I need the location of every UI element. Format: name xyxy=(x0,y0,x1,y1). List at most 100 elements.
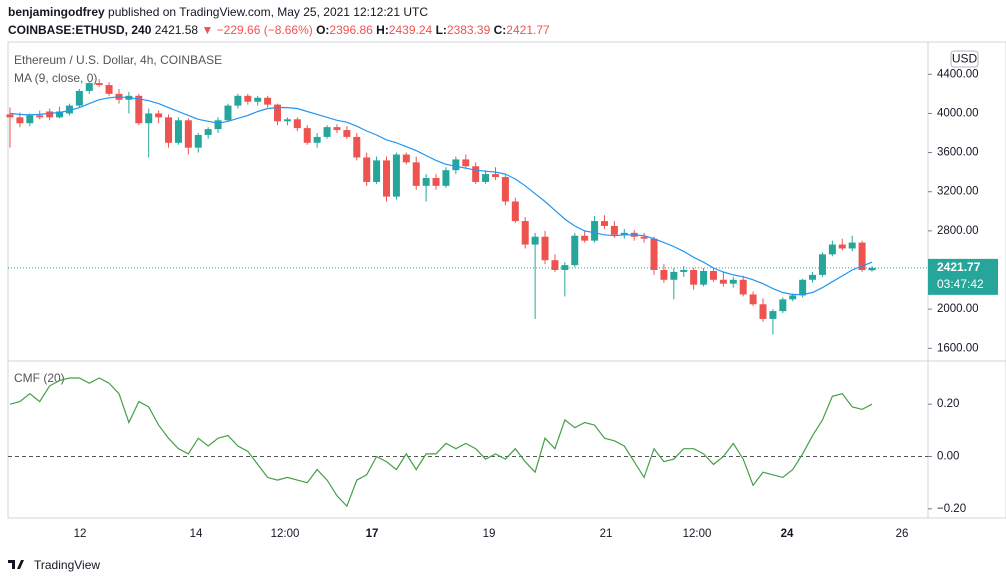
candle-body xyxy=(36,115,44,118)
y-tick-label: 2000.00 xyxy=(937,303,979,315)
candle-body xyxy=(680,269,688,272)
x-tick-label: 14 xyxy=(190,528,203,540)
quote-line: COINBASE:ETHUSD, 240 2421.58 ▼ −229.66 (… xyxy=(8,23,550,37)
candle-body xyxy=(343,130,351,137)
logo-text: TradingView xyxy=(34,558,100,572)
currency-box[interactable] xyxy=(950,50,979,68)
candle-body xyxy=(571,235,579,266)
candle-body xyxy=(779,299,787,312)
candle-body xyxy=(353,136,361,158)
candle-body xyxy=(442,170,450,186)
candle-body xyxy=(135,95,143,124)
candle-body xyxy=(46,111,54,118)
candle-body xyxy=(452,159,460,171)
series-line xyxy=(9,377,873,508)
candle-body xyxy=(412,162,420,186)
candle-body xyxy=(392,154,400,197)
candle-body xyxy=(65,105,73,114)
candle-body xyxy=(95,83,103,86)
currency: USD xyxy=(952,52,978,66)
author[interactable]: benjamingodfrey xyxy=(8,5,105,19)
candle-body xyxy=(75,90,83,106)
candle-body xyxy=(749,294,757,305)
y-tick-label: 0.00 xyxy=(937,451,959,463)
candle-body xyxy=(660,269,668,280)
x-tick-label: 19 xyxy=(483,528,496,540)
x-tick-label: 12:00 xyxy=(271,528,300,540)
candle-body xyxy=(16,117,24,124)
x-tick-label: 24 xyxy=(781,528,794,540)
candle-body xyxy=(432,178,440,186)
x-tick-label: 12:00 xyxy=(683,528,712,540)
logo[interactable]: TradingView xyxy=(8,558,100,572)
candle-body xyxy=(482,174,490,182)
candle-body xyxy=(531,236,539,245)
ohlc-label: C: xyxy=(494,23,507,37)
candle-body xyxy=(501,177,509,202)
candle-body xyxy=(363,157,371,182)
x-tick-label: 17 xyxy=(366,528,379,540)
candle-body xyxy=(729,279,737,284)
legend-entry: MA (9, close, 0) xyxy=(14,71,97,85)
candle-body xyxy=(521,221,529,245)
candle-body xyxy=(620,232,628,235)
candle-body xyxy=(462,159,470,167)
candle-body xyxy=(591,221,599,241)
candle-body xyxy=(145,113,153,124)
candle-body xyxy=(224,105,232,121)
candle-body xyxy=(283,119,291,122)
candle-body xyxy=(402,154,410,163)
candle-body xyxy=(858,242,866,270)
candle-body xyxy=(818,254,826,275)
candle-body xyxy=(600,221,608,226)
candle-body xyxy=(719,279,727,284)
ohlc-value: 2396.86 xyxy=(329,23,373,37)
y-tick-label: 4400.00 xyxy=(937,68,979,80)
last: 2421.58 xyxy=(155,23,199,37)
candle-body xyxy=(472,166,480,182)
candle-body xyxy=(690,269,698,285)
x-tick-label: 21 xyxy=(600,528,613,540)
candle-body xyxy=(491,174,499,178)
candle-body xyxy=(313,136,321,143)
ohlc-value: 2421.77 xyxy=(506,23,550,37)
candle-body xyxy=(769,311,777,319)
candle-body xyxy=(868,267,876,271)
candle-body xyxy=(838,244,846,249)
logo-icon xyxy=(8,560,24,569)
candle-body xyxy=(85,83,93,91)
candle-body xyxy=(264,97,272,105)
candle-body xyxy=(303,128,311,143)
candle-body xyxy=(155,113,163,118)
y-tick-label: 0.20 xyxy=(937,398,959,410)
series-line xyxy=(9,96,873,296)
candle-body xyxy=(422,178,430,186)
candle-body xyxy=(789,295,797,300)
candle-body xyxy=(333,127,341,131)
change: ▼ −229.66 (−8.66%) xyxy=(201,23,312,37)
candle-body xyxy=(244,95,252,102)
candle-body xyxy=(670,271,678,280)
candle-body xyxy=(700,270,708,285)
candle-body xyxy=(640,236,648,239)
candle-body xyxy=(105,85,113,94)
candle-body xyxy=(709,270,717,280)
ohlc-label: L: xyxy=(436,23,447,37)
candle-body xyxy=(204,129,212,135)
candle-body xyxy=(165,117,173,143)
published: published on TradingView.com, May 25, 20… xyxy=(108,5,428,19)
candle-body xyxy=(809,274,817,280)
candle-body xyxy=(511,201,519,222)
candle-body xyxy=(848,242,856,249)
candle-body xyxy=(799,279,807,296)
candle-body xyxy=(541,236,549,261)
candle-body xyxy=(26,115,34,124)
candle-body xyxy=(739,279,747,295)
candle-body xyxy=(610,225,618,235)
candle-body xyxy=(323,127,331,137)
candle-body xyxy=(551,260,559,270)
ohlc-label: H: xyxy=(376,23,389,37)
ohlc-value: 2383.39 xyxy=(447,23,491,37)
candle-body xyxy=(293,119,301,129)
candle-body xyxy=(274,104,282,122)
